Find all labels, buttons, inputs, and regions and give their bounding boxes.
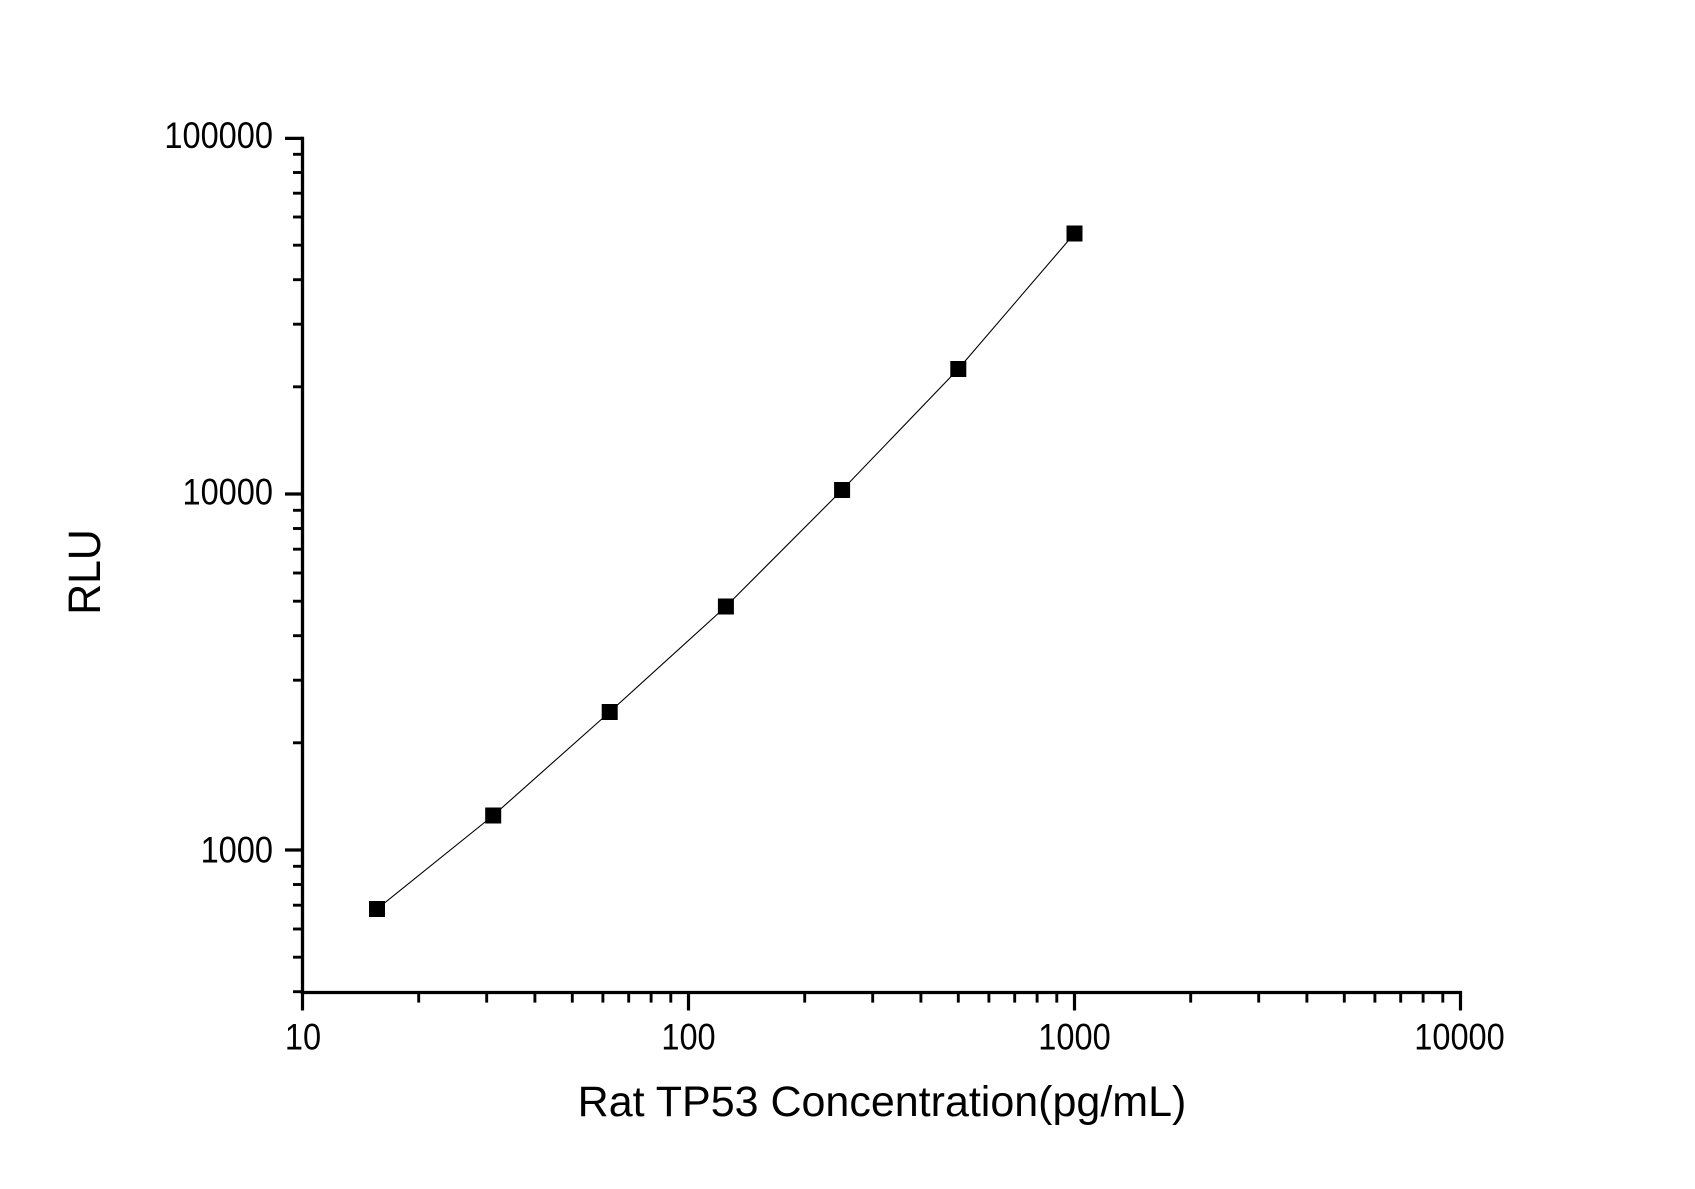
svg-text:100000: 100000	[164, 115, 273, 156]
svg-text:10000: 10000	[182, 471, 273, 512]
svg-text:10000: 10000	[1414, 1016, 1505, 1057]
svg-text:RLU: RLU	[60, 529, 110, 615]
svg-text:10: 10	[285, 1016, 321, 1057]
svg-text:100: 100	[661, 1016, 715, 1057]
svg-text:1000: 1000	[1038, 1016, 1110, 1057]
svg-text:Rat TP53 Concentration(pg/mL): Rat TP53 Concentration(pg/mL)	[578, 1078, 1187, 1126]
svg-text:1000: 1000	[201, 829, 273, 870]
